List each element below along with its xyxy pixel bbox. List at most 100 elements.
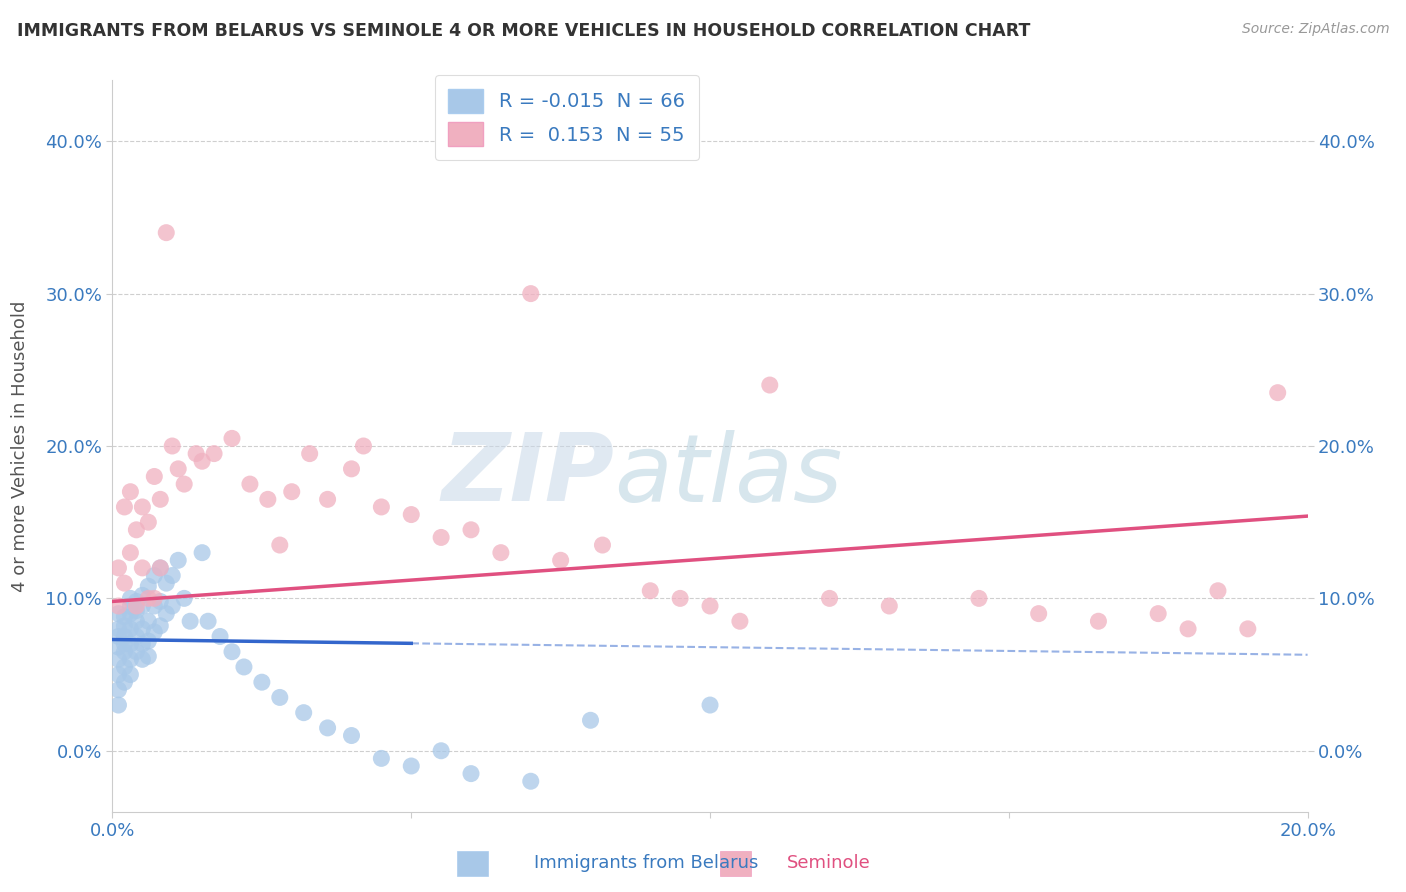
Point [197, 614, 219, 628]
Point [149, 492, 172, 507]
Point [143, 568, 166, 582]
Point [107, 682, 129, 697]
Point [131, 599, 153, 613]
Point [699, 698, 721, 712]
Point [520, 774, 543, 789]
Point [120, 622, 142, 636]
Point [149, 619, 172, 633]
Point [239, 477, 262, 491]
Point [221, 645, 243, 659]
Point [131, 588, 153, 602]
Point [489, 546, 512, 560]
Point [1087, 614, 1109, 628]
Point [107, 607, 129, 621]
Point [1206, 583, 1229, 598]
Point [401, 508, 423, 522]
Point [120, 591, 142, 606]
Point [125, 523, 148, 537]
Point [143, 599, 166, 613]
Point [173, 591, 195, 606]
Point [316, 721, 339, 735]
Point [1028, 607, 1050, 621]
Point [759, 378, 782, 392]
Point [143, 591, 166, 606]
Point [114, 619, 135, 633]
Point [191, 454, 214, 468]
Point [138, 579, 160, 593]
Point [131, 652, 153, 666]
Point [114, 609, 135, 624]
Point [131, 637, 153, 651]
Point [107, 561, 129, 575]
Point [221, 431, 243, 445]
Point [167, 553, 190, 567]
Point [209, 630, 232, 644]
Point [353, 439, 375, 453]
Point [879, 599, 901, 613]
Point [125, 594, 148, 608]
Point [370, 500, 392, 514]
Point [125, 645, 148, 659]
Text: atlas: atlas [614, 430, 842, 521]
Point [138, 649, 160, 664]
Point [162, 439, 183, 453]
Point [155, 607, 177, 621]
Point [155, 226, 177, 240]
Point [818, 591, 841, 606]
Point [120, 637, 142, 651]
Point [179, 614, 201, 628]
Point [340, 462, 363, 476]
Text: Immigrants from Belarus: Immigrants from Belarus [534, 855, 759, 872]
Point [107, 630, 129, 644]
Point [114, 630, 135, 644]
Point [1147, 607, 1170, 621]
Point [1177, 622, 1199, 636]
Bar [720, 851, 751, 876]
Point [131, 622, 153, 636]
Point [370, 751, 392, 765]
Point [250, 675, 273, 690]
Point [162, 599, 183, 613]
Point [120, 667, 142, 681]
Point [460, 766, 482, 780]
Point [114, 576, 135, 591]
Point [430, 530, 453, 544]
Point [173, 477, 195, 491]
Point [520, 286, 543, 301]
Point [114, 675, 135, 690]
Point [138, 614, 160, 628]
Point [728, 614, 751, 628]
Text: Seminole: Seminole [787, 855, 872, 872]
Point [107, 667, 129, 681]
Point [699, 599, 721, 613]
Point [191, 546, 214, 560]
Point [125, 614, 148, 628]
Point [269, 538, 291, 552]
Point [114, 637, 135, 651]
Point [107, 599, 129, 613]
Point [107, 622, 129, 636]
Point [269, 690, 291, 705]
Point [125, 603, 148, 617]
Point [967, 591, 990, 606]
Point [167, 462, 190, 476]
Point [640, 583, 662, 598]
Y-axis label: 4 or more Vehicles in Household: 4 or more Vehicles in Household [10, 301, 28, 591]
Point [202, 447, 225, 461]
Point [401, 759, 423, 773]
Point [107, 652, 129, 666]
Point [149, 594, 172, 608]
Point [107, 698, 129, 712]
Point [138, 634, 160, 648]
Point [162, 568, 183, 582]
Legend: R = -0.015  N = 66, R =  0.153  N = 55: R = -0.015 N = 66, R = 0.153 N = 55 [434, 75, 699, 160]
Point [120, 599, 142, 613]
Point [131, 561, 153, 575]
Point [143, 469, 166, 483]
Point [1237, 622, 1260, 636]
Text: IMMIGRANTS FROM BELARUS VS SEMINOLE 4 OR MORE VEHICLES IN HOUSEHOLD CORRELATION : IMMIGRANTS FROM BELARUS VS SEMINOLE 4 OR… [17, 22, 1031, 40]
Point [120, 652, 142, 666]
Point [460, 523, 482, 537]
Text: ZIP: ZIP [441, 429, 614, 521]
Point [292, 706, 315, 720]
